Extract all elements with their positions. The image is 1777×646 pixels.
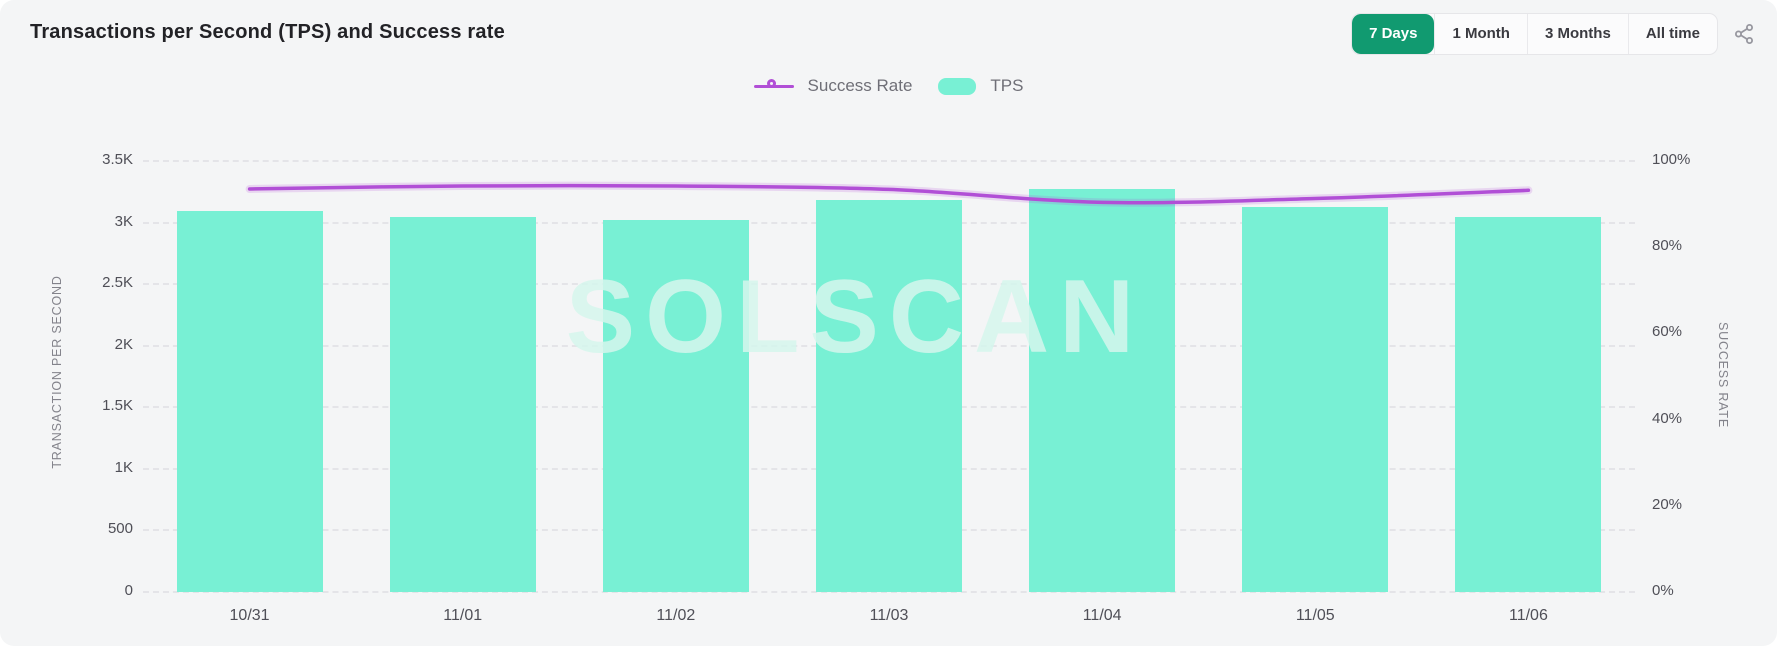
right-axis-tick: 40% bbox=[1652, 409, 1683, 427]
tps-bar-11/02[interactable] bbox=[602, 219, 749, 592]
gridline bbox=[143, 591, 1635, 593]
tps-bar-11/05[interactable] bbox=[1242, 207, 1389, 592]
x-axis-label: 10/31 bbox=[229, 607, 270, 624]
page-title: Transactions per Second (TPS) and Succes… bbox=[30, 21, 505, 43]
legend-item-tps[interactable]: TPS bbox=[938, 76, 1023, 96]
header-controls: 7 Days 1 Month 3 Months All time bbox=[1351, 13, 1757, 55]
x-axis-label: 11/06 bbox=[1508, 607, 1548, 624]
chart-legend: Success Rate TPS bbox=[753, 76, 1023, 96]
time-range-7-days[interactable]: 7 Days bbox=[1352, 14, 1435, 54]
left-axis-tick: 1K bbox=[114, 458, 133, 476]
tps-bar-11/06[interactable] bbox=[1455, 217, 1602, 592]
x-axis-label: 11/01 bbox=[443, 607, 483, 624]
x-axis-label: 11/02 bbox=[656, 607, 696, 624]
right-axis-tick: 80% bbox=[1652, 237, 1683, 255]
left-axis-tick: 0 bbox=[124, 582, 133, 599]
legend-bar-swatch bbox=[938, 77, 977, 95]
legend-item-success-rate[interactable]: Success Rate bbox=[753, 76, 913, 96]
left-axis-tick: 3.5K bbox=[102, 151, 133, 168]
left-axis-tick: 2K bbox=[114, 335, 133, 353]
tps-bar-11/01[interactable] bbox=[389, 217, 536, 592]
left-axis-tick: 1.5K bbox=[102, 397, 133, 415]
time-range-group: 7 Days 1 Month 3 Months All time bbox=[1351, 13, 1718, 55]
right-axis-tick: 20% bbox=[1652, 495, 1683, 513]
left-axis-tick: 500 bbox=[107, 520, 133, 538]
tps-bar-11/04[interactable] bbox=[1029, 189, 1176, 592]
legend-line-marker bbox=[753, 78, 794, 94]
tps-bar-10/31[interactable] bbox=[176, 210, 323, 592]
left-axis-tick: 2.5K bbox=[102, 274, 133, 292]
gridline bbox=[143, 160, 1635, 162]
right-axis-tick: 0% bbox=[1652, 582, 1674, 599]
x-axis-label: 11/03 bbox=[869, 607, 909, 624]
legend-label: TPS bbox=[990, 76, 1024, 95]
right-axis-tick: 60% bbox=[1652, 323, 1683, 341]
left-axis-title: TRANSACTION PER SECOND bbox=[50, 275, 64, 469]
share-icon[interactable] bbox=[1731, 21, 1757, 47]
x-axis-label: 11/04 bbox=[1082, 607, 1122, 624]
legend-label: Success Rate bbox=[807, 76, 913, 95]
right-axis-title: SUCCESS RATE bbox=[1716, 322, 1730, 428]
right-axis-tick: 100% bbox=[1652, 151, 1691, 168]
time-range-1-month[interactable]: 1 Month bbox=[1434, 14, 1527, 54]
x-axis-label: 11/05 bbox=[1295, 607, 1335, 624]
time-range-3-months[interactable]: 3 Months bbox=[1526, 14, 1628, 54]
watermark: SOLSCAN bbox=[565, 259, 1145, 375]
left-axis-tick: 3K bbox=[114, 212, 133, 230]
tps-bar-11/03[interactable] bbox=[816, 200, 962, 592]
time-range-all-time[interactable]: All time bbox=[1627, 14, 1717, 54]
